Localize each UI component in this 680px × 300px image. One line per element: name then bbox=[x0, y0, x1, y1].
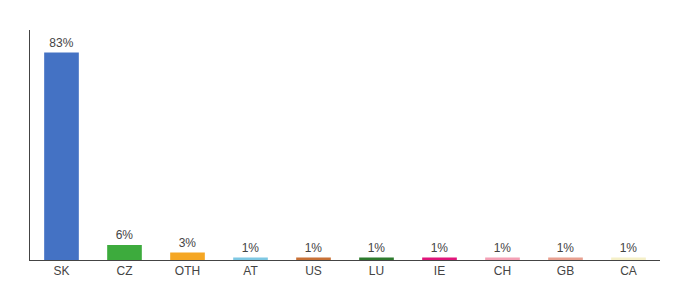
svg-text:LU: LU bbox=[369, 264, 384, 278]
svg-text:CA: CA bbox=[620, 264, 637, 278]
svg-text:CH: CH bbox=[494, 264, 511, 278]
svg-text:OTH: OTH bbox=[175, 264, 200, 278]
svg-text:CZ: CZ bbox=[117, 264, 133, 278]
svg-text:1%: 1% bbox=[557, 241, 575, 255]
svg-text:1%: 1% bbox=[368, 241, 386, 255]
svg-text:IE: IE bbox=[434, 264, 445, 278]
svg-text:1%: 1% bbox=[620, 241, 638, 255]
svg-text:US: US bbox=[305, 264, 322, 278]
svg-text:83%: 83% bbox=[49, 36, 73, 50]
svg-text:AT: AT bbox=[243, 264, 258, 278]
svg-text:1%: 1% bbox=[494, 241, 512, 255]
svg-text:GB: GB bbox=[557, 264, 574, 278]
svg-text:1%: 1% bbox=[242, 241, 260, 255]
svg-text:6%: 6% bbox=[116, 228, 134, 242]
svg-text:1%: 1% bbox=[431, 241, 449, 255]
svg-text:1%: 1% bbox=[305, 241, 323, 255]
svg-text:SK: SK bbox=[53, 264, 69, 278]
svg-text:3%: 3% bbox=[179, 236, 197, 250]
